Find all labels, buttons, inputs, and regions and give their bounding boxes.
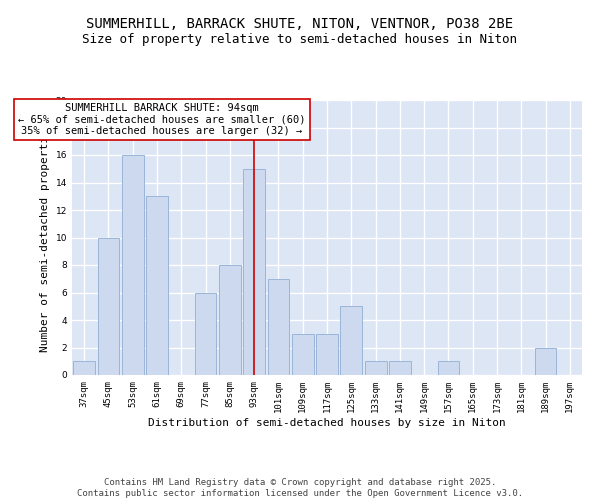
Bar — [389, 361, 411, 375]
Text: SUMMERHILL BARRACK SHUTE: 94sqm
← 65% of semi-detached houses are smaller (60)
3: SUMMERHILL BARRACK SHUTE: 94sqm ← 65% of… — [18, 103, 305, 136]
Bar — [219, 265, 241, 375]
Bar — [122, 155, 143, 375]
Bar — [292, 334, 314, 375]
Text: SUMMERHILL, BARRACK SHUTE, NITON, VENTNOR, PO38 2BE: SUMMERHILL, BARRACK SHUTE, NITON, VENTNO… — [86, 18, 514, 32]
Bar — [437, 361, 460, 375]
Bar — [97, 238, 119, 375]
Bar — [146, 196, 168, 375]
Bar — [243, 169, 265, 375]
Bar — [365, 361, 386, 375]
Text: Size of property relative to semi-detached houses in Niton: Size of property relative to semi-detach… — [83, 32, 517, 46]
Bar — [73, 361, 95, 375]
X-axis label: Distribution of semi-detached houses by size in Niton: Distribution of semi-detached houses by … — [148, 418, 506, 428]
Bar — [194, 292, 217, 375]
Bar — [316, 334, 338, 375]
Bar — [535, 348, 556, 375]
Bar — [340, 306, 362, 375]
Y-axis label: Number of semi-detached properties: Number of semi-detached properties — [40, 122, 50, 352]
Bar — [268, 279, 289, 375]
Text: Contains HM Land Registry data © Crown copyright and database right 2025.
Contai: Contains HM Land Registry data © Crown c… — [77, 478, 523, 498]
